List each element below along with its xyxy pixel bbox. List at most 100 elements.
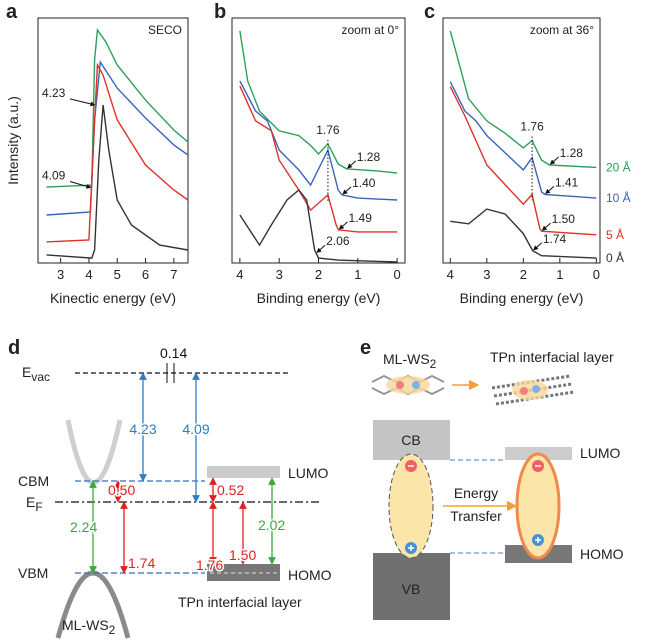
- band-label: VB: [402, 581, 421, 597]
- plot-frame: [231, 17, 406, 264]
- layer-label: TPn interfacial layer: [178, 594, 302, 610]
- x-tick-label: 2: [315, 267, 322, 282]
- series-line: [449, 81, 597, 199]
- exciton: [388, 453, 434, 559]
- onset-pointer: [338, 221, 348, 230]
- x-tick-label: 4: [236, 267, 243, 282]
- x-tick-label: 0: [593, 267, 600, 282]
- energy-value: 1.76: [196, 557, 223, 573]
- panel-letter: d: [8, 337, 20, 359]
- plot-frame: [442, 17, 601, 264]
- series-line: [449, 86, 597, 236]
- x-tick-label: 7: [170, 267, 177, 282]
- subscript: F: [35, 500, 42, 514]
- x-tick-label: 0: [394, 267, 401, 282]
- series-line: [46, 104, 189, 259]
- substrate-label: ML-WS2: [383, 351, 437, 371]
- onset-pointer: [69, 180, 92, 189]
- onset-pointer: [347, 160, 357, 169]
- energy-value: 0.14: [160, 345, 187, 361]
- substrate-label: ML-WS2: [62, 617, 116, 637]
- onset-label: 1.28: [560, 146, 584, 160]
- tpn-icon: [491, 374, 575, 406]
- onset-pointer: [541, 222, 551, 231]
- x-tick-label: 4: [85, 267, 92, 282]
- energy-value: 4.09: [182, 421, 209, 437]
- energy-value: 0.52: [217, 482, 244, 498]
- x-tick-label: 3: [57, 267, 64, 282]
- onset-label: 4.09: [42, 168, 66, 182]
- x-tick-label: 2: [520, 267, 527, 282]
- chart-title: zoom at 36°: [530, 23, 594, 37]
- label: ML-WS: [383, 351, 430, 367]
- x-axis-label: Binding energy (eV): [460, 290, 584, 306]
- subscript: vac: [31, 370, 50, 384]
- layer-label: TPn interfacial layer: [490, 349, 614, 365]
- energy-value: 1.74: [128, 555, 155, 571]
- panel-letter: b: [214, 1, 226, 23]
- ws2-icon: [371, 374, 445, 396]
- transfer-label: Energy: [454, 485, 498, 501]
- homo-bar: [207, 564, 280, 581]
- onset-pointer: [316, 244, 326, 253]
- series-line: [46, 28, 189, 188]
- peak-label: 1.76: [316, 123, 340, 137]
- series-line: [46, 60, 189, 216]
- panel-d: Evac CBM EF VBM LUMO HOMO TPn interfacia…: [18, 363, 332, 639]
- legend-label: 5 Å: [606, 227, 624, 242]
- energy-label: LUMO: [288, 465, 329, 481]
- transfer-label: Transfer: [450, 508, 502, 524]
- onset-pointer: [549, 156, 559, 165]
- y-axis-label: Intensity (a.u.): [5, 96, 21, 185]
- level-label: LUMO: [580, 445, 621, 461]
- label: ML-WS: [62, 617, 109, 633]
- onset-pointer: [533, 242, 543, 251]
- onset-label: 1.49: [349, 211, 373, 225]
- x-tick-label: 3: [483, 267, 490, 282]
- onset-label: 1.40: [352, 176, 376, 190]
- panel-letter: e: [360, 337, 371, 359]
- series-line: [239, 80, 398, 201]
- level-label: HOMO: [580, 546, 624, 562]
- panel-letter: a: [6, 1, 18, 23]
- x-tick-label: 5: [114, 267, 121, 282]
- vb-block: [373, 553, 450, 620]
- x-axis-label: Kinectic energy (eV): [50, 290, 176, 306]
- energy-value: 2.24: [70, 519, 97, 535]
- energy-value: 4.23: [129, 421, 156, 437]
- x-tick-label: 6: [142, 267, 149, 282]
- legend-label: 20 Å: [606, 159, 631, 174]
- x-tick-label: 1: [354, 267, 361, 282]
- x-tick-label: 3: [276, 267, 283, 282]
- series-line: [239, 30, 398, 174]
- x-axis-label: Binding energy (eV): [257, 290, 381, 306]
- onset-pointer: [545, 186, 555, 195]
- series-line: [450, 208, 597, 259]
- energy-label: HOMO: [288, 567, 332, 583]
- energy-label: EF: [26, 494, 43, 514]
- subscript: 2: [109, 623, 116, 637]
- series-line: [449, 30, 597, 169]
- onset-label: 1.41: [555, 175, 579, 189]
- series-line: [46, 62, 189, 243]
- onset-label: 1.50: [552, 212, 576, 226]
- series-line: [239, 85, 398, 233]
- onset-label: 1.28: [357, 150, 381, 164]
- x-tick-label: 1: [556, 267, 563, 282]
- lumo-bar: [207, 466, 280, 478]
- peak-label: 1.76: [520, 120, 544, 134]
- energy-label: CBM: [18, 473, 49, 489]
- chart-title: SECO: [148, 23, 182, 37]
- series-line: [239, 188, 398, 263]
- conduction-band: [65, 419, 123, 485]
- cb-block: [373, 420, 450, 460]
- x-tick-label: 4: [447, 267, 454, 282]
- energy-value: 2.02: [258, 517, 285, 533]
- energy-value: 1.50: [229, 547, 256, 563]
- panel-e: ML-WS2 TPn interfacial layer CB VB LUMO …: [371, 349, 624, 620]
- subscript: 2: [430, 357, 437, 371]
- energy-label: Evac: [22, 364, 50, 384]
- plot-frame: [37, 17, 189, 264]
- legend-label: 10 Å: [606, 190, 631, 205]
